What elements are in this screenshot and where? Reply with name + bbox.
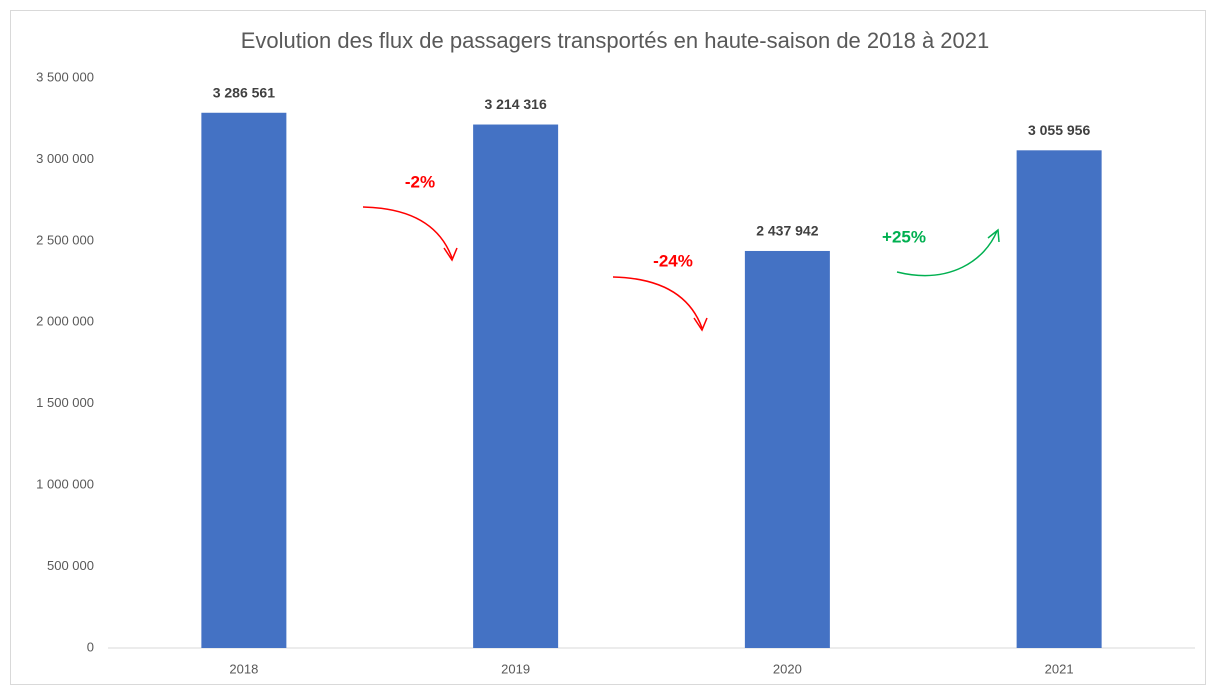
data-label: 3 055 956 [1028, 122, 1090, 138]
data-label: 2 437 942 [756, 223, 818, 239]
arrow-head [987, 228, 1000, 243]
data-label: 3 286 561 [213, 84, 275, 100]
arrow-head [693, 317, 708, 332]
annotation: -2% [405, 172, 435, 191]
x-tick-label: 2019 [501, 661, 530, 676]
y-tick-label: 1 000 000 [36, 477, 94, 492]
bar [744, 250, 830, 648]
y-tick-label: 3 500 000 [36, 69, 94, 84]
annotation-arrow [362, 206, 453, 259]
x-tick-label: 2021 [1045, 661, 1074, 676]
x-tick-label: 2018 [229, 661, 258, 676]
chart-title: Evolution des flux de passagers transpor… [241, 28, 990, 53]
y-tick-label: 2 000 000 [36, 314, 94, 329]
bar [473, 124, 559, 648]
annotation-arrow [896, 230, 998, 277]
x-tick-label: 2020 [773, 661, 802, 676]
arrow-head [443, 247, 458, 262]
y-tick-label: 0 [87, 639, 94, 654]
y-tick-label: 500 000 [47, 558, 94, 573]
data-label: 3 214 316 [484, 96, 546, 112]
annotation: -24% [653, 251, 693, 270]
bar [1016, 150, 1102, 648]
annotation: +25% [882, 227, 926, 246]
y-tick-label: 1 500 000 [36, 395, 94, 410]
y-tick-label: 2 500 000 [36, 232, 94, 247]
y-tick-label: 3 000 000 [36, 151, 94, 166]
annotation-arrow [612, 276, 703, 329]
bar [201, 112, 287, 648]
